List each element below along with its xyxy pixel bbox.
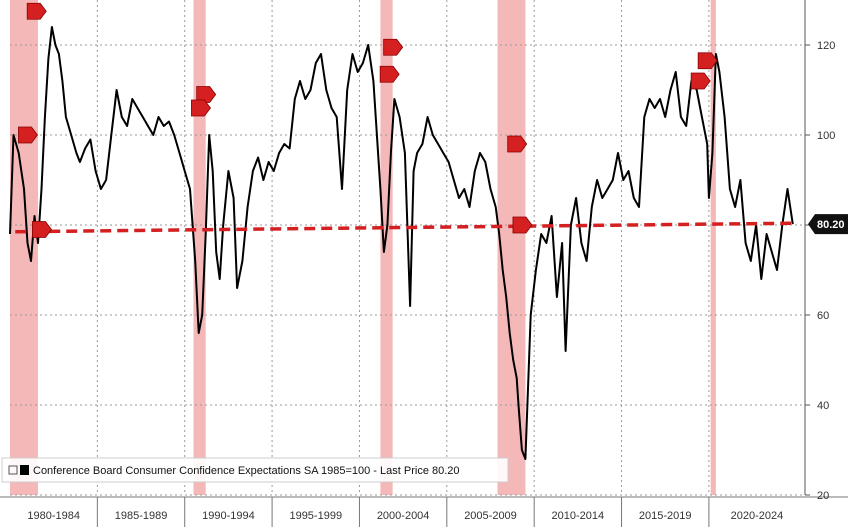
x-period-label-9: 2020-2024 <box>731 510 784 522</box>
event-marker-1[interactable] <box>26 2 47 20</box>
event-marker-10[interactable] <box>697 52 718 70</box>
event-marker-2[interactable] <box>18 126 38 144</box>
recession-bands <box>10 0 716 495</box>
last-price-label: 80.20 <box>817 219 845 231</box>
y-tick-label-100: 100 <box>817 130 835 142</box>
recession-band-4 <box>497 0 526 495</box>
y-tick-label-20: 20 <box>817 490 829 502</box>
x-period-label-4: 1995-1999 <box>289 510 342 522</box>
x-period-label-7: 2010-2014 <box>552 510 605 522</box>
threshold-line <box>15 221 797 234</box>
legend: Conference Board Consumer Confidence Exp… <box>1 457 509 483</box>
legend-swatch <box>20 465 29 475</box>
y-tick-label-40: 40 <box>817 400 829 412</box>
event-marker-11[interactable] <box>690 72 711 90</box>
legend-entry: Conference Board Consumer Confidence Exp… <box>33 465 460 477</box>
x-period-label-8: 2015-2019 <box>639 510 692 522</box>
recession-band-1 <box>10 0 38 495</box>
y-tick-label-60: 60 <box>817 310 829 322</box>
recession-band-5 <box>710 0 716 495</box>
recession-band-3 <box>380 0 393 495</box>
recession-band-2 <box>193 0 206 495</box>
x-period-label-5: 2000-2004 <box>377 510 430 522</box>
series-line-1 <box>9 26 794 460</box>
x-period-label-2: 1985-1989 <box>115 510 168 522</box>
y-tick-label-120: 120 <box>817 40 835 52</box>
event-marker-5[interactable] <box>191 99 211 117</box>
last-price-badge <box>808 214 848 235</box>
event-marker-7[interactable] <box>379 65 400 83</box>
x-period-label-3: 1990-1994 <box>202 510 255 522</box>
legend-box <box>1 457 509 483</box>
event-markers <box>18 2 718 238</box>
event-marker-6[interactable] <box>383 38 404 56</box>
series-layer <box>9 26 794 460</box>
x-period-label-6: 2005-2009 <box>464 510 517 522</box>
threshold-layer <box>15 221 797 234</box>
x-period-label-1: 1980-1984 <box>27 510 80 522</box>
event-marker-3[interactable] <box>32 221 52 238</box>
event-marker-9[interactable] <box>512 216 533 234</box>
legend-checkbox-icon[interactable] <box>8 465 18 475</box>
event-marker-8[interactable] <box>507 135 528 153</box>
